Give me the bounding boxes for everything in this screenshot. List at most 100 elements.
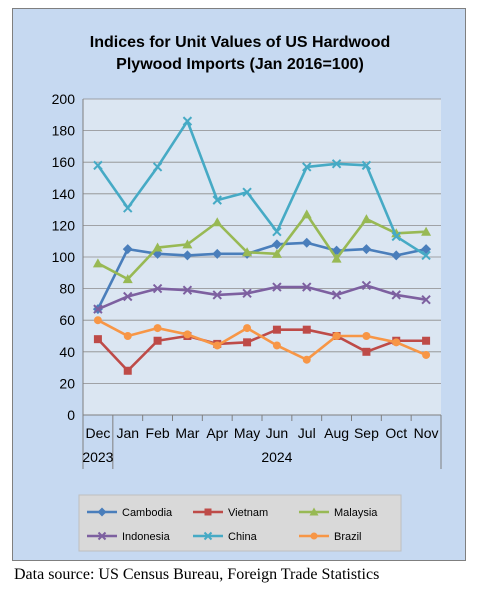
data-point xyxy=(153,336,162,345)
data-point xyxy=(271,239,282,250)
data-point xyxy=(422,336,431,345)
data-point xyxy=(182,239,193,249)
data-point-stroke xyxy=(97,531,107,541)
data-point xyxy=(271,248,282,258)
data-point xyxy=(122,274,133,284)
data-point-stroke xyxy=(272,282,282,292)
data-point-stroke xyxy=(331,290,342,300)
data-point xyxy=(182,116,193,126)
data-point xyxy=(272,341,281,350)
data-point xyxy=(203,531,213,541)
data-point xyxy=(243,324,252,333)
data-point xyxy=(362,332,371,340)
chart-title-line-1: Indices for Unit Values of US Hardwood xyxy=(90,34,390,51)
data-point xyxy=(421,250,431,261)
legend-label: Brazil xyxy=(334,531,362,543)
y-tick-label: 20 xyxy=(59,375,75,391)
data-point xyxy=(361,280,372,291)
data-point xyxy=(212,290,222,300)
data-point xyxy=(332,332,341,340)
legend: Cambodia Vietnam Malaysia Indonesia China Bra… xyxy=(78,494,402,552)
data-point xyxy=(93,335,102,344)
data-point-stroke xyxy=(152,162,163,172)
data-point-stroke xyxy=(391,290,401,300)
y-tick-label: 120 xyxy=(52,217,76,233)
data-point xyxy=(361,214,372,224)
data-point-stroke xyxy=(123,203,133,213)
data-point-stroke xyxy=(361,160,372,171)
data-point xyxy=(152,242,163,252)
data-point xyxy=(421,226,432,236)
y-tick-label: 60 xyxy=(59,312,75,328)
data-point-stroke xyxy=(331,159,342,169)
data-point xyxy=(302,355,311,364)
data-point xyxy=(331,253,342,263)
y-tick-label: 100 xyxy=(52,249,76,265)
data-point xyxy=(212,248,223,259)
x-tick-label: Feb xyxy=(146,425,170,441)
data-point xyxy=(92,258,103,268)
series-malaysia xyxy=(92,209,432,284)
data-point xyxy=(93,316,102,325)
legend-item-brazil: Brazil xyxy=(299,531,362,543)
data-point xyxy=(331,290,342,300)
data-point xyxy=(183,330,192,339)
data-point xyxy=(392,338,401,347)
data-point xyxy=(212,217,223,227)
data-point-stroke xyxy=(242,288,252,299)
year-label: 2024 xyxy=(261,449,292,465)
data-point xyxy=(391,290,401,300)
data-point xyxy=(301,209,312,219)
line-chart: Indices for Unit Values of US Hardwood P… xyxy=(52,34,442,552)
data-point xyxy=(152,283,163,294)
data-point xyxy=(302,325,311,334)
data-point xyxy=(213,341,222,350)
data-point xyxy=(242,187,252,197)
data-point-stroke xyxy=(123,291,133,302)
data-point xyxy=(123,332,132,340)
chart-title-line-2: Plywood Imports (Jan 2016=100) xyxy=(116,56,364,73)
data-point xyxy=(97,531,107,541)
y-tick-label: 140 xyxy=(52,186,76,202)
legend-label: China xyxy=(228,531,258,543)
data-point xyxy=(123,203,133,213)
x-tick-label: May xyxy=(234,425,260,441)
data-point-stroke xyxy=(302,162,312,172)
data-point xyxy=(242,288,252,299)
data-point-stroke xyxy=(421,294,431,305)
data-point-stroke xyxy=(93,304,103,314)
x-tick-label: Jun xyxy=(266,425,289,441)
x-tick-label: Mar xyxy=(175,425,199,441)
data-point xyxy=(182,250,193,261)
data-point-stroke xyxy=(361,280,372,291)
data-point xyxy=(421,294,431,305)
series-china xyxy=(93,116,431,261)
legend-label: Malaysia xyxy=(334,507,378,519)
y-tick-label: 200 xyxy=(52,91,76,107)
data-point-stroke xyxy=(242,187,252,197)
data-point xyxy=(93,304,103,314)
x-tick-label: Jul xyxy=(298,425,316,441)
data-point-stroke xyxy=(302,282,312,292)
y-tick-label: 180 xyxy=(52,123,76,139)
data-point-stroke xyxy=(421,250,431,261)
data-point xyxy=(331,159,342,169)
x-tick-label: Dec xyxy=(85,425,110,441)
series-indonesia xyxy=(93,280,431,314)
x-tick-label: Jan xyxy=(116,425,139,441)
legend-item-cambodia: Cambodia xyxy=(87,507,173,519)
y-tick-label: 0 xyxy=(67,407,75,423)
year-label: 2023 xyxy=(82,449,113,465)
data-source-note: Data source: US Census Bureau, Foreign T… xyxy=(14,566,380,583)
legend-item-china: China xyxy=(193,531,258,543)
data-point xyxy=(97,507,107,517)
y-tick-label: 40 xyxy=(59,344,75,360)
data-point xyxy=(272,227,282,237)
series-line xyxy=(97,284,427,311)
data-point-stroke xyxy=(203,531,213,541)
series-line xyxy=(97,213,427,281)
data-point xyxy=(212,195,222,205)
data-point-stroke xyxy=(272,227,282,237)
x-tick-label: Oct xyxy=(385,425,407,441)
data-point xyxy=(362,347,371,356)
